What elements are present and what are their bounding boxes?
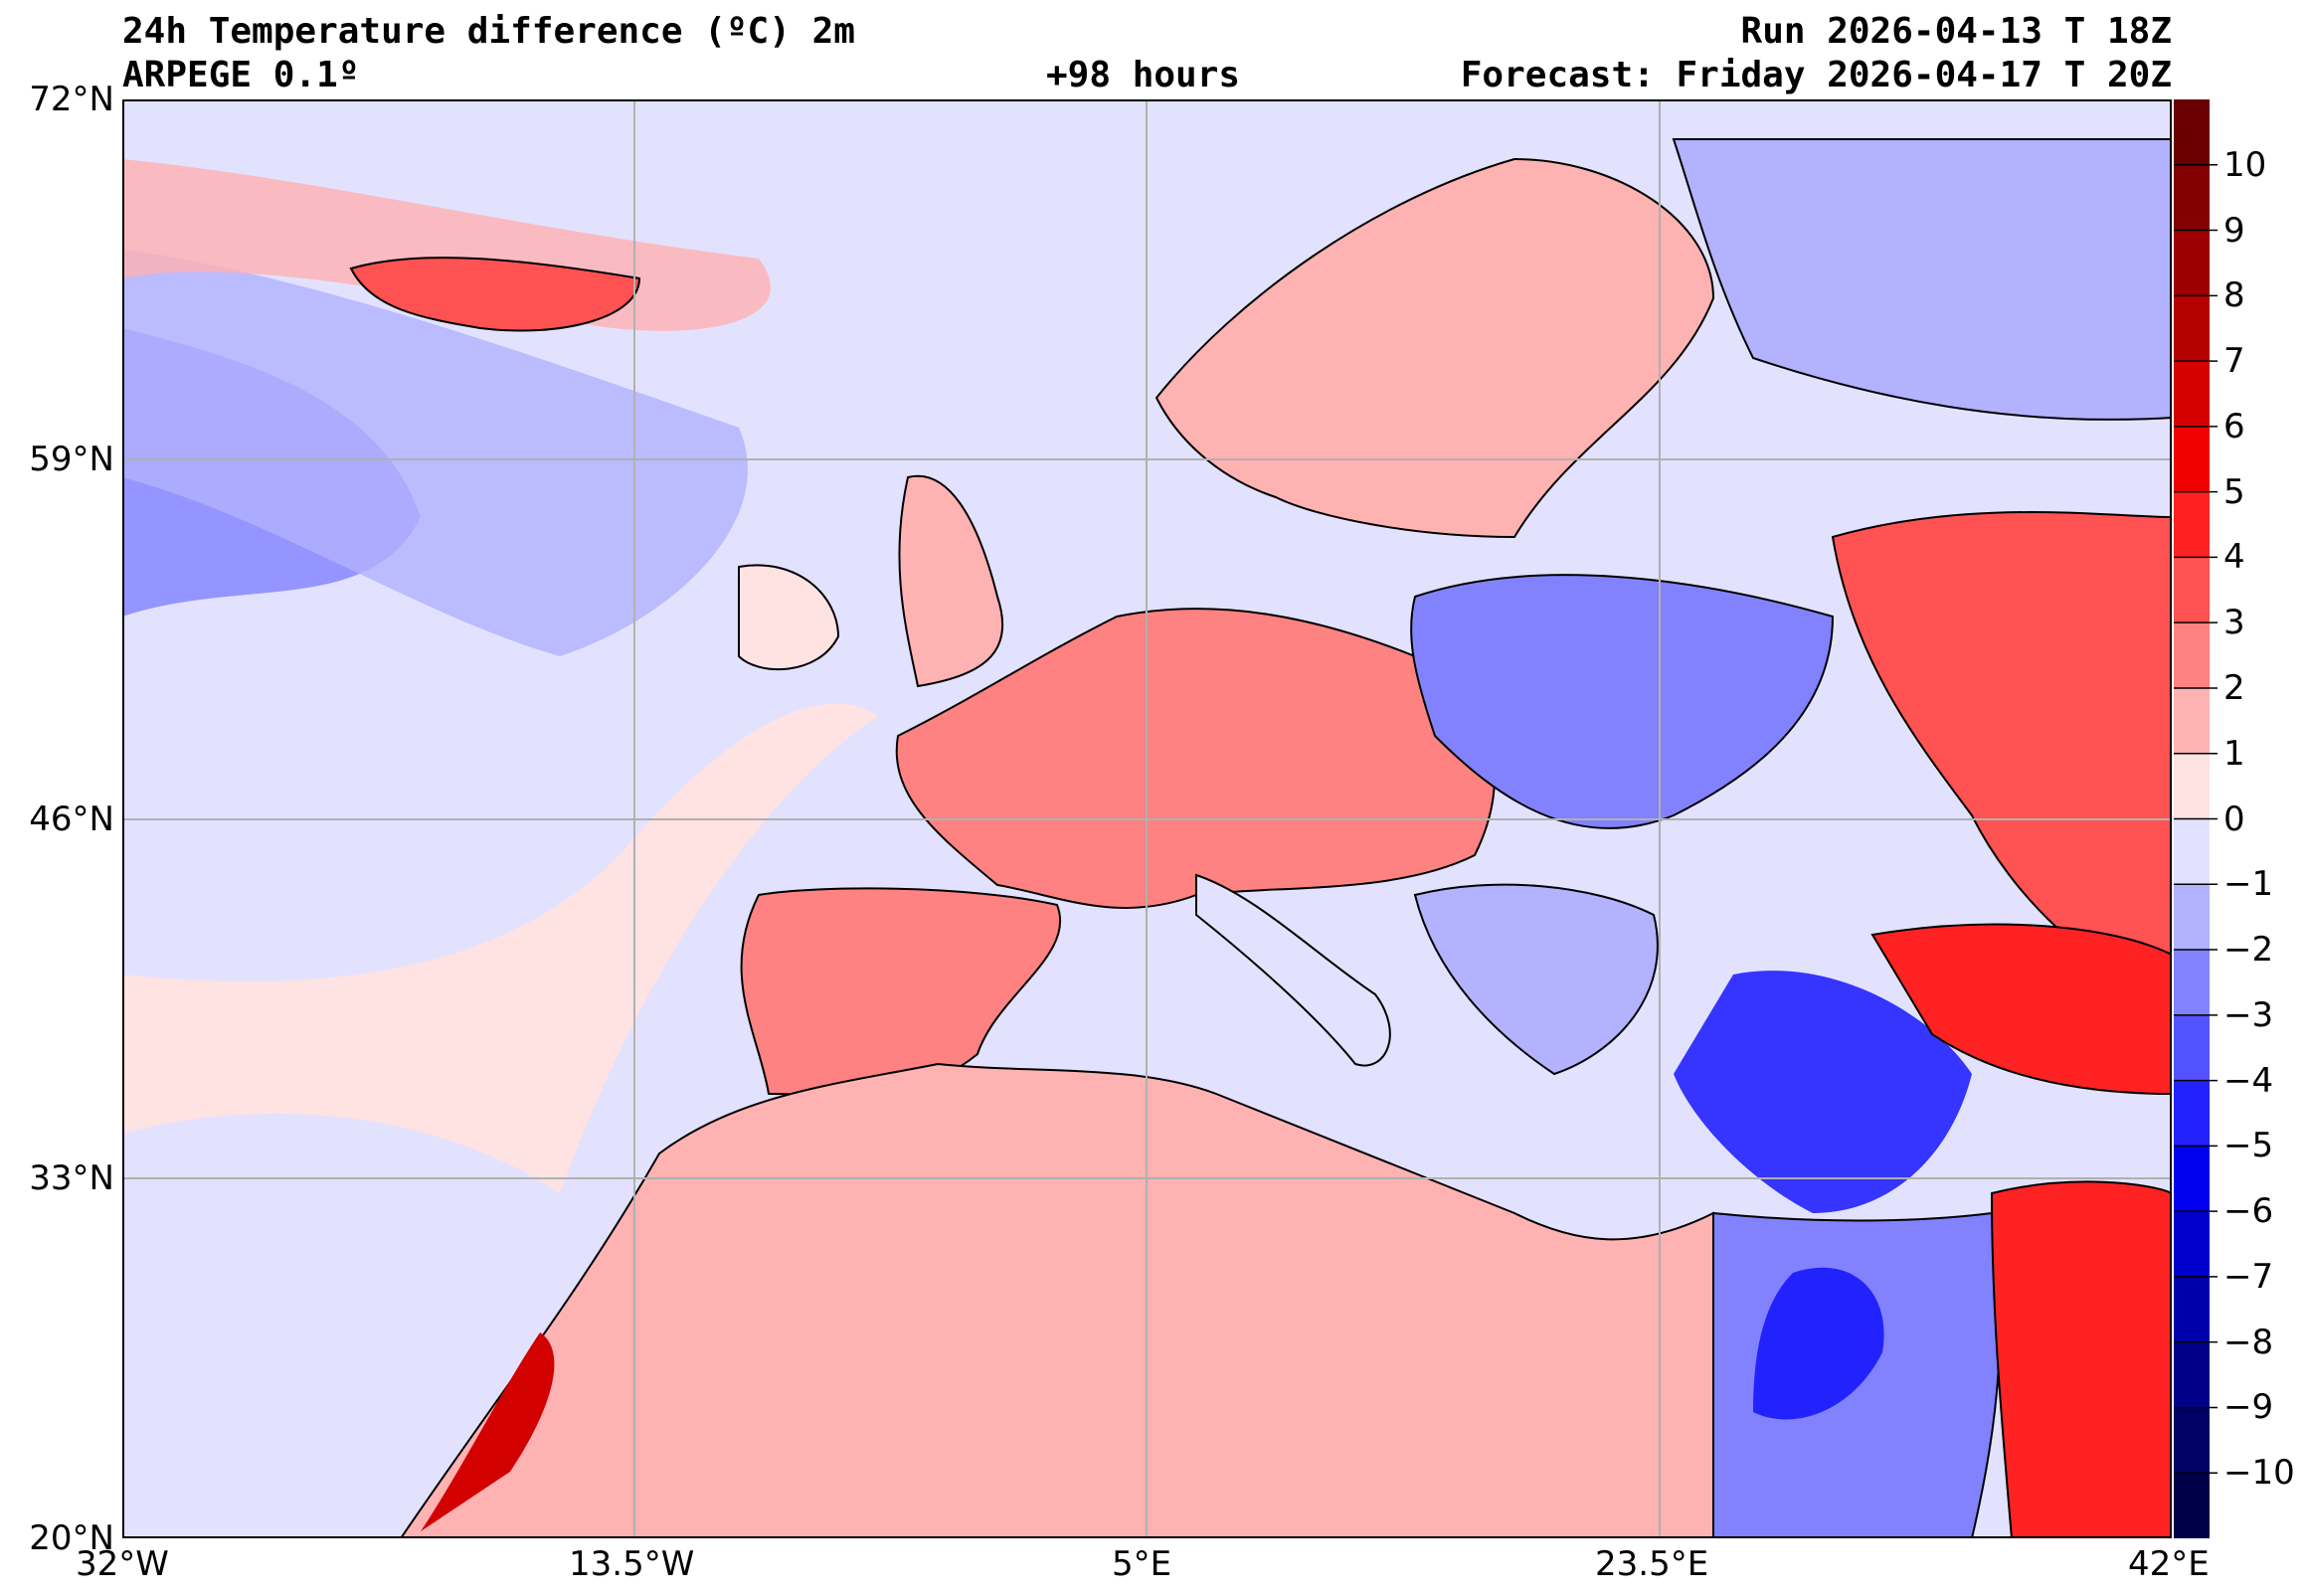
colorbar-segment bbox=[2174, 426, 2210, 493]
atlantic-cool-band bbox=[122, 249, 748, 656]
lat-label-20: 20°N bbox=[29, 1518, 114, 1558]
italy bbox=[1195, 873, 1391, 1067]
gridlines bbox=[122, 99, 2172, 1538]
colorbar-tick-label: −2 bbox=[2223, 930, 2274, 971]
colorbar-segment bbox=[2174, 361, 2210, 428]
colorbar-tick-label: 5 bbox=[2223, 471, 2245, 512]
egypt-cold-core bbox=[1753, 1267, 1884, 1420]
colorbar-tick-label: −8 bbox=[2223, 1322, 2274, 1362]
map-title: 24h Temperature difference (ºC) 2m bbox=[122, 11, 855, 52]
france-central-europe bbox=[895, 608, 1496, 909]
colorbar-tick-label: −6 bbox=[2223, 1191, 2274, 1232]
colorbar-tick-label: 0 bbox=[2223, 798, 2245, 839]
colorbar-segment bbox=[2174, 622, 2210, 689]
colorbar-segment bbox=[2174, 753, 2210, 819]
lon-label-42e: 42°E bbox=[2128, 1544, 2210, 1584]
colorbar-segment bbox=[2174, 1473, 2210, 1538]
lon-label-5e: 5°E bbox=[1112, 1544, 1172, 1584]
colorbar-segment bbox=[2174, 1276, 2210, 1343]
colorbar-segment bbox=[2174, 99, 2210, 166]
colorbar-segment bbox=[2174, 557, 2210, 623]
run-label: Run 2026-04-13 T 18Z bbox=[1740, 11, 2172, 52]
temperature-difference-map bbox=[122, 99, 2172, 1538]
colorbar-segment bbox=[2174, 164, 2210, 232]
forecast-label: Forecast: Friday 2026-04-17 T 20Z bbox=[1460, 55, 2172, 95]
colorbar-tick-label: 7 bbox=[2223, 341, 2245, 382]
scandinavia bbox=[1154, 157, 1715, 539]
colorbar-segment bbox=[2174, 884, 2210, 951]
arabia-warm bbox=[1990, 1180, 2172, 1538]
lat-label-33: 33°N bbox=[29, 1158, 114, 1198]
colorbar-tick-label: −4 bbox=[2223, 1060, 2274, 1101]
balkans bbox=[1413, 883, 1659, 1076]
colorbar-tick-label: −1 bbox=[2223, 864, 2274, 905]
colorbar-segment bbox=[2174, 950, 2210, 1016]
colorbar-segment bbox=[2174, 687, 2210, 755]
colorbar-segment bbox=[2174, 1080, 2210, 1147]
lon-label-32w: 32°W bbox=[76, 1544, 169, 1584]
colorbar-segment bbox=[2174, 818, 2210, 885]
colorbar-tick-label: 4 bbox=[2223, 537, 2245, 578]
lat-label-59: 59°N bbox=[29, 440, 114, 479]
lead-time-label: +98 hours bbox=[1046, 55, 1241, 95]
colorbar-segment bbox=[2174, 1211, 2210, 1278]
colorbar-tick-label: −7 bbox=[2223, 1256, 2274, 1297]
colorbar-tick-label: 3 bbox=[2223, 603, 2245, 643]
colorbar-tick-label: −3 bbox=[2223, 994, 2274, 1035]
map-frame bbox=[122, 99, 2172, 1538]
colorbar-segment bbox=[2174, 1146, 2210, 1212]
lat-label-46: 46°N bbox=[29, 799, 114, 839]
turkey-warm bbox=[1870, 923, 2172, 1096]
colorbar bbox=[2174, 99, 2218, 1538]
lat-label-72: 72°N bbox=[29, 80, 114, 119]
colorbar-tick-label: 8 bbox=[2223, 275, 2245, 316]
morocco-coast-warm bbox=[421, 1332, 555, 1531]
eastern-europe-cool bbox=[1410, 574, 1835, 829]
colorbar-segment bbox=[2174, 230, 2210, 296]
colorbar-segment bbox=[2174, 1341, 2210, 1408]
colorbar-tick-label: −10 bbox=[2223, 1453, 2295, 1494]
lon-label-13-5w: 13.5°W bbox=[569, 1544, 695, 1584]
colorbar-tick-label: −5 bbox=[2223, 1126, 2274, 1166]
colorbar-segment bbox=[2174, 1407, 2210, 1474]
colorbar-tick-label: 6 bbox=[2223, 406, 2245, 446]
colorbar-tick-label: 2 bbox=[2223, 667, 2245, 708]
ireland bbox=[738, 564, 840, 671]
russia-cool bbox=[1672, 138, 2172, 421]
colorbar-segment bbox=[2174, 295, 2210, 362]
colorbar-tick-label: 9 bbox=[2223, 210, 2245, 251]
great-britain bbox=[898, 474, 1004, 688]
eastern-mediterranean-cold bbox=[1674, 971, 1972, 1213]
colorbar-tick-label: 1 bbox=[2223, 733, 2245, 774]
colorbar-segment bbox=[2174, 1014, 2210, 1082]
iceland bbox=[349, 257, 641, 332]
lon-label-23-5e: 23.5°E bbox=[1595, 1544, 1709, 1584]
colorbar-tick-label: 10 bbox=[2223, 144, 2267, 185]
model-label: ARPEGE 0.1º bbox=[122, 55, 360, 95]
iberia bbox=[740, 887, 1062, 1096]
colorbar-segment bbox=[2174, 491, 2210, 558]
colorbar-tick-label: −9 bbox=[2223, 1387, 2274, 1428]
atlantic-warm-region bbox=[122, 703, 878, 1538]
north-africa bbox=[399, 1062, 1714, 1538]
